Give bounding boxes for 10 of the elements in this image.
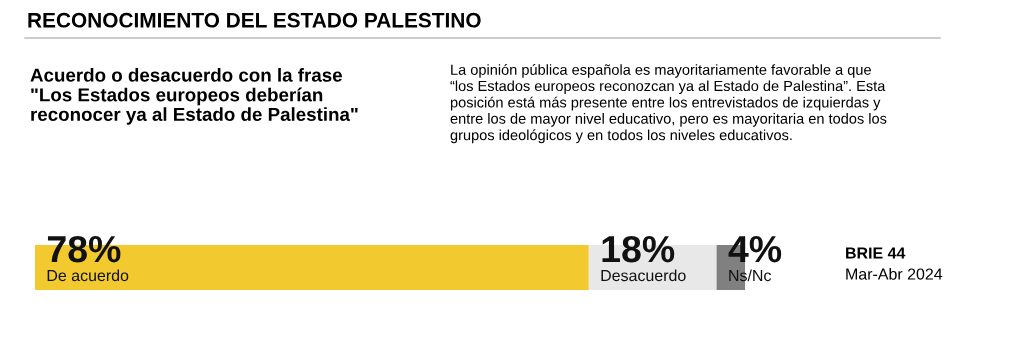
text: BRIE 44 <box>846 247 906 259</box>
series-label: De acuerdo <box>47 269 129 282</box>
series-label: Ns/Nc <box>729 269 772 282</box>
data-label: 4% <box>728 236 782 263</box>
chart-title: RECONOCIMIENTO DEL ESTADO PALESTINO <box>28 12 481 28</box>
text: Mar-Abr 2024 <box>846 268 943 280</box>
chart-subtitle: Acuerdo o desacuerdo con la frase "Los Estados europeos deberían reconocer ya al Estado de Palestina" <box>30 68 358 125</box>
series-label: Desacuerdo <box>601 269 686 282</box>
text: La opinión pública española es mayoritariamente favorable a que “los Estados europeos reconozcan ya al Estado de Palestina”. Esta posición está más presente entre los entrevistados de izquierdas y entre los de mayor nivel educativo, pero es mayoritaria en todos los grupos ideológicos y en todos los niveles educativos. <box>450 64 887 144</box>
data-label: 18% <box>602 235 675 263</box>
